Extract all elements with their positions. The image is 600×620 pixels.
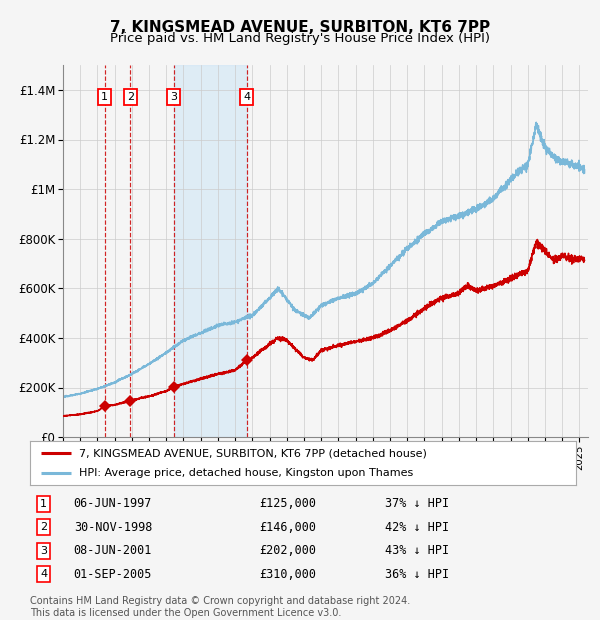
Text: £125,000: £125,000 bbox=[259, 497, 316, 510]
Text: £202,000: £202,000 bbox=[259, 544, 316, 557]
Text: £310,000: £310,000 bbox=[259, 568, 316, 581]
Text: 36% ↓ HPI: 36% ↓ HPI bbox=[385, 568, 449, 581]
Text: 3: 3 bbox=[40, 546, 47, 556]
Text: 37% ↓ HPI: 37% ↓ HPI bbox=[385, 497, 449, 510]
Text: 08-JUN-2001: 08-JUN-2001 bbox=[74, 544, 152, 557]
Text: Price paid vs. HM Land Registry's House Price Index (HPI): Price paid vs. HM Land Registry's House … bbox=[110, 32, 490, 45]
Bar bbox=[174, 65, 247, 437]
Text: 1: 1 bbox=[101, 92, 109, 102]
Text: 30-NOV-1998: 30-NOV-1998 bbox=[74, 521, 152, 534]
Text: 2: 2 bbox=[127, 92, 134, 102]
Text: 3: 3 bbox=[170, 92, 178, 102]
Text: Contains HM Land Registry data © Crown copyright and database right 2024.
This d: Contains HM Land Registry data © Crown c… bbox=[30, 596, 410, 618]
Text: HPI: Average price, detached house, Kingston upon Thames: HPI: Average price, detached house, King… bbox=[79, 468, 413, 478]
Text: 01-SEP-2005: 01-SEP-2005 bbox=[74, 568, 152, 581]
Text: 43% ↓ HPI: 43% ↓ HPI bbox=[385, 544, 449, 557]
Text: 4: 4 bbox=[40, 569, 47, 579]
Text: £146,000: £146,000 bbox=[259, 521, 316, 534]
Text: 1: 1 bbox=[40, 498, 47, 508]
Text: 42% ↓ HPI: 42% ↓ HPI bbox=[385, 521, 449, 534]
Text: 4: 4 bbox=[243, 92, 250, 102]
Text: 06-JUN-1997: 06-JUN-1997 bbox=[74, 497, 152, 510]
Text: 7, KINGSMEAD AVENUE, SURBITON, KT6 7PP: 7, KINGSMEAD AVENUE, SURBITON, KT6 7PP bbox=[110, 20, 490, 35]
Text: 2: 2 bbox=[40, 522, 47, 532]
Text: 7, KINGSMEAD AVENUE, SURBITON, KT6 7PP (detached house): 7, KINGSMEAD AVENUE, SURBITON, KT6 7PP (… bbox=[79, 448, 427, 458]
